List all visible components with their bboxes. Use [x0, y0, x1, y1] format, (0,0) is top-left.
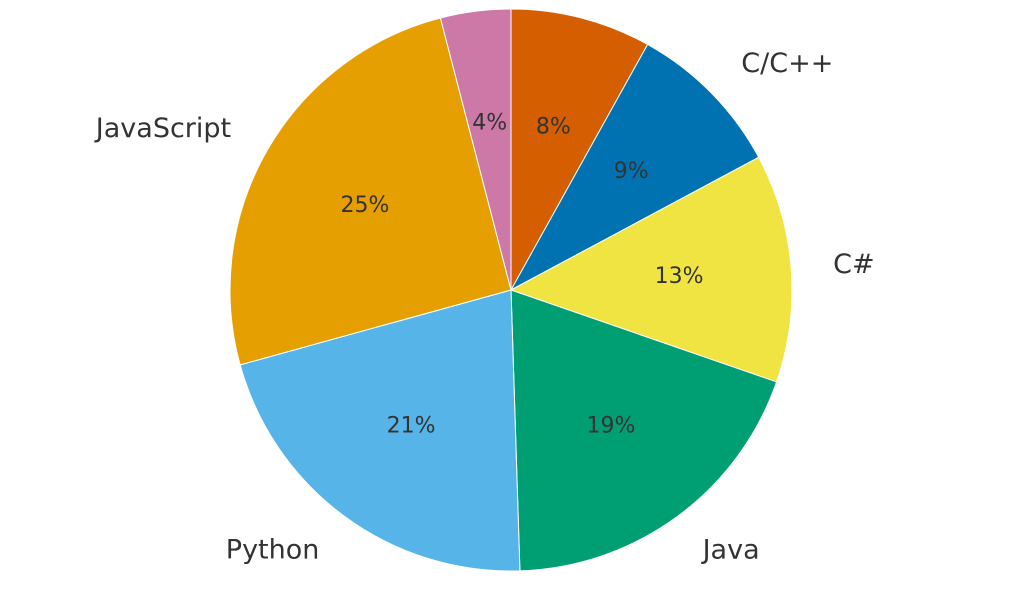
category-label-python: Python: [226, 535, 320, 566]
pie-slice-java: [510, 289, 778, 572]
percent-label-python: 21%: [387, 413, 436, 438]
percent-label-php: 8%: [536, 114, 571, 139]
percent-labels: 8% 9% 13% 19% 21% 25% 4%: [341, 110, 704, 438]
category-label-java: Java: [701, 535, 760, 566]
pie-slice-python: [239, 289, 521, 572]
category-label-javascript: JavaScript: [94, 113, 231, 144]
percent-label-javascript: 25%: [341, 193, 390, 218]
pie-slice-c-cpp: [509, 43, 760, 292]
percent-label-c-cpp: 9%: [614, 159, 649, 184]
category-label-c-cpp: C/C++: [741, 48, 833, 79]
percent-label-java: 19%: [587, 413, 636, 438]
pie-slice-csharp: [509, 156, 793, 383]
pie-slice-php: [510, 8, 649, 292]
percent-label-csharp: 13%: [655, 264, 704, 289]
pie-slice-javascript: [229, 17, 512, 366]
pie-slice-slice-6: [439, 8, 512, 291]
pie-slices: [229, 8, 793, 572]
percent-label-slice-6: 4%: [472, 110, 507, 135]
category-label-csharp: C#: [833, 249, 874, 280]
